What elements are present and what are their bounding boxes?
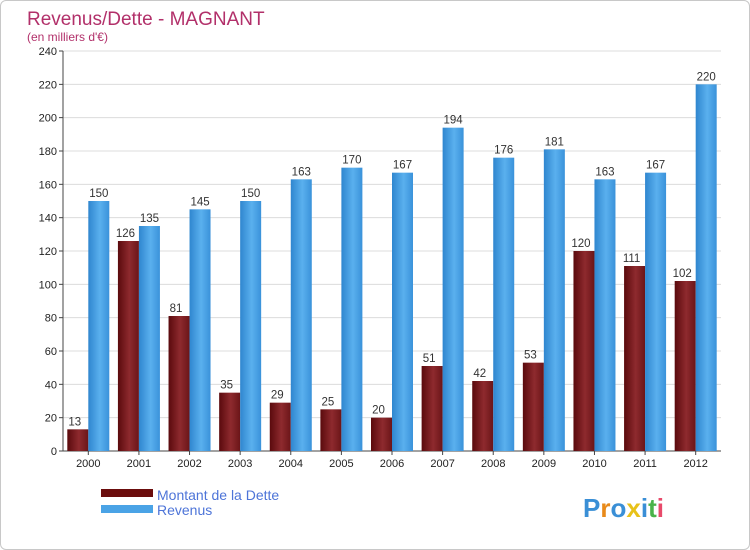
bar-dette bbox=[371, 417, 392, 451]
y-tick-label: 200 bbox=[39, 113, 57, 125]
bar-revenus bbox=[392, 172, 413, 451]
bar-dette bbox=[624, 266, 646, 451]
y-tick-labels: 0 20 40 60 80 100 120 140 160 180 200 220 240 bbox=[39, 46, 63, 458]
data-label: 25 bbox=[321, 396, 334, 408]
data-label: 120 bbox=[571, 238, 590, 250]
bar-revenus bbox=[695, 84, 717, 451]
proxiti-logo: Proxiti bbox=[583, 493, 664, 523]
y-tick-label: 80 bbox=[45, 313, 57, 325]
y-tick-label: 0 bbox=[51, 446, 57, 458]
bar-dette bbox=[522, 362, 544, 451]
chart-title: Revenus/Dette - MAGNANT bbox=[27, 9, 265, 30]
x-tick-label: 2001 bbox=[127, 458, 151, 470]
data-label: 167 bbox=[393, 160, 412, 172]
data-label: 194 bbox=[444, 115, 464, 127]
y-tick-label: 240 bbox=[39, 46, 57, 58]
y-tick-label: 140 bbox=[39, 213, 57, 225]
x-tick-label: 2007 bbox=[430, 458, 454, 470]
x-tick-label: 2002 bbox=[177, 458, 201, 470]
x-tick-label: 2003 bbox=[228, 458, 252, 470]
data-label: 135 bbox=[140, 213, 159, 225]
legend-label-dette: Montant de la Dette bbox=[157, 487, 279, 503]
x-tick-label: 2006 bbox=[380, 458, 404, 470]
bar-revenus bbox=[341, 167, 363, 451]
y-tick-label: 220 bbox=[39, 79, 57, 91]
data-label: 150 bbox=[241, 188, 260, 200]
bar-dette bbox=[472, 381, 494, 451]
data-label: 53 bbox=[524, 350, 537, 362]
chart-subtitle: (en milliers d'€) bbox=[27, 30, 108, 44]
y-tick-label: 120 bbox=[39, 246, 57, 258]
bar-revenus bbox=[138, 226, 160, 451]
data-label: 220 bbox=[697, 71, 716, 83]
bar-revenus bbox=[442, 127, 464, 452]
legend: Montant de la Dette Revenus bbox=[101, 487, 279, 518]
bar-dette bbox=[573, 251, 595, 451]
data-label: 81 bbox=[170, 303, 183, 315]
data-label: 170 bbox=[342, 155, 361, 167]
data-label: 150 bbox=[89, 188, 108, 200]
bar-revenus bbox=[493, 157, 515, 451]
y-tick-label: 60 bbox=[45, 346, 57, 358]
data-label: 167 bbox=[646, 160, 665, 172]
y-tick-label: 20 bbox=[45, 413, 57, 425]
bars bbox=[67, 84, 717, 452]
x-tick-labels: 2000 2001 2002 2003 2004 2005 2006 2007 2008 2009… bbox=[76, 451, 708, 470]
bar-revenus bbox=[594, 179, 616, 452]
data-labels: 13 150 126 135 81 145 35 150 29 163 25 170 20 167 51 19… bbox=[68, 71, 715, 428]
y-tick-label: 180 bbox=[39, 146, 57, 158]
bar-dette bbox=[67, 429, 89, 451]
data-label: 126 bbox=[116, 228, 135, 240]
bar-dette bbox=[269, 402, 291, 451]
x-tick-label: 2005 bbox=[329, 458, 353, 470]
x-tick-label: 2011 bbox=[633, 458, 657, 470]
data-label: 13 bbox=[68, 416, 81, 428]
x-tick-label: 2012 bbox=[683, 458, 707, 470]
data-label: 163 bbox=[595, 166, 614, 178]
y-tick-label: 100 bbox=[39, 279, 57, 291]
x-tick-label: 2008 bbox=[481, 458, 505, 470]
data-label: 145 bbox=[190, 196, 209, 208]
x-tick-label: 2010 bbox=[582, 458, 606, 470]
y-tick-label: 40 bbox=[45, 379, 57, 391]
bar-dette bbox=[219, 392, 241, 451]
data-label: 102 bbox=[673, 268, 692, 280]
bar-dette bbox=[117, 241, 139, 451]
bar-revenus bbox=[543, 149, 565, 452]
x-tick-label: 2000 bbox=[76, 458, 100, 470]
data-label: 163 bbox=[292, 166, 311, 178]
bar-dette bbox=[320, 409, 342, 451]
legend-swatch-revenus bbox=[101, 505, 153, 513]
x-tick-label: 2009 bbox=[532, 458, 556, 470]
bar-dette bbox=[168, 316, 190, 451]
data-label: 111 bbox=[623, 253, 640, 265]
bar-revenus bbox=[645, 172, 667, 451]
data-label: 51 bbox=[423, 353, 436, 365]
legend-swatch-dette bbox=[101, 489, 153, 497]
data-label: 35 bbox=[220, 380, 233, 392]
bar-dette bbox=[674, 281, 696, 451]
data-label: 176 bbox=[494, 145, 513, 157]
legend-label-revenus: Revenus bbox=[157, 502, 212, 518]
logo-text: Proxiti bbox=[583, 493, 664, 523]
data-label: 20 bbox=[372, 405, 385, 417]
bar-revenus bbox=[88, 201, 110, 451]
data-label: 181 bbox=[545, 136, 564, 148]
bar-revenus bbox=[189, 209, 211, 451]
data-label: 42 bbox=[473, 368, 486, 380]
data-label: 29 bbox=[271, 390, 284, 402]
x-tick-label: 2004 bbox=[279, 458, 303, 470]
bar-dette bbox=[421, 366, 443, 451]
bar-revenus bbox=[240, 201, 262, 451]
bar-revenus bbox=[290, 179, 312, 452]
y-tick-label: 160 bbox=[39, 179, 57, 191]
